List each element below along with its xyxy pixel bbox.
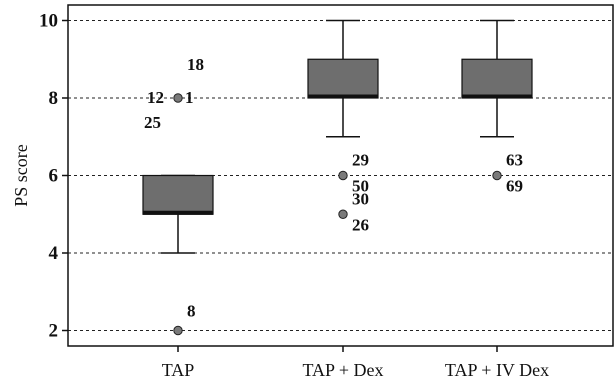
- outlier-point: [173, 325, 183, 336]
- outlier-label-29: 29: [352, 151, 369, 170]
- outlier-label-1: 1: [185, 88, 194, 107]
- outlier-label-12: 12: [147, 88, 164, 107]
- y-tick-label-4: 4: [49, 243, 59, 264]
- x-axis-ticks: TAP TAP + Dex TAP + IV Dex: [162, 346, 549, 380]
- box-group-1: [307, 19, 379, 219]
- box-group-0: [142, 93, 214, 336]
- iqr-box: [142, 174, 214, 215]
- y-tick-label-6: 6: [49, 166, 59, 187]
- outlier-label-26: 26: [352, 215, 369, 234]
- outlier-label-50: 50: [352, 177, 369, 196]
- outlier-point: [338, 209, 348, 219]
- y-tick-label-8: 8: [49, 88, 59, 109]
- outlier-label-30: 30: [352, 189, 369, 208]
- outlier-label-18: 18: [187, 55, 204, 74]
- y-tick-label-2: 2: [49, 321, 59, 342]
- outlier-label-8: 8: [187, 302, 196, 321]
- x-tick-label-2: TAP + IV Dex: [445, 360, 549, 380]
- outlier-label-69: 69: [506, 177, 523, 196]
- outlier-point: [173, 93, 183, 103]
- y-tick-label-10: 10: [39, 11, 58, 32]
- box-group-2: [461, 19, 533, 181]
- outlier-label-25: 25: [144, 113, 161, 132]
- outlier-label-63: 63: [506, 151, 523, 170]
- y-axis-label: PS score: [11, 144, 31, 207]
- box-plots: [142, 19, 533, 336]
- x-tick-label-1: TAP + Dex: [302, 360, 383, 380]
- iqr-box: [461, 58, 533, 99]
- plot-frame: [67, 4, 614, 347]
- x-tick-label-0: TAP: [162, 360, 195, 380]
- outlier-point: [492, 170, 502, 181]
- outlier-point: [338, 170, 348, 181]
- iqr-box: [307, 58, 379, 99]
- y-axis-ticks: 2 4 6 8 10: [39, 11, 68, 342]
